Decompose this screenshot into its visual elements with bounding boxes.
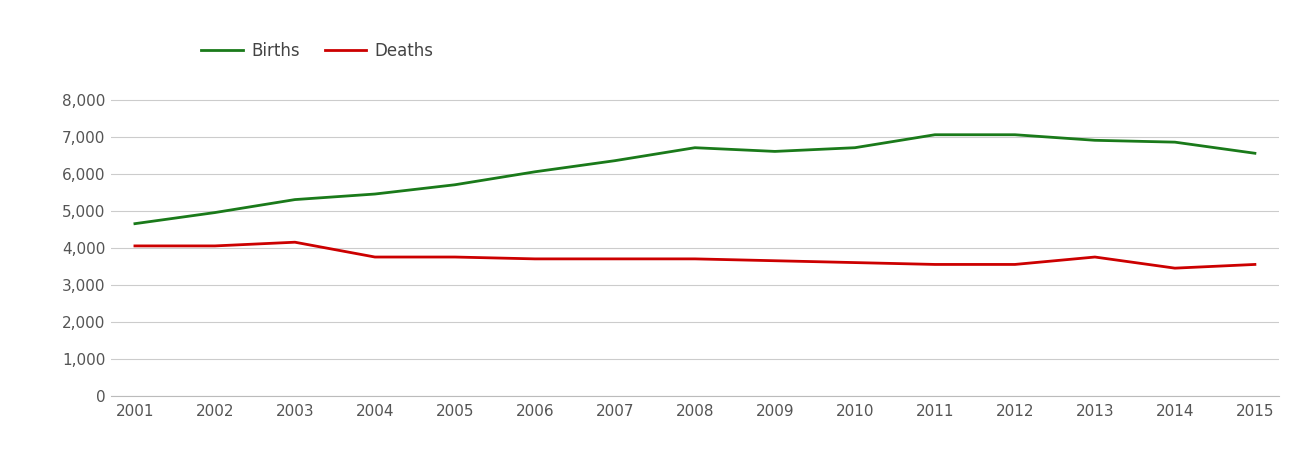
Deaths: [767, 258, 783, 263]
Deaths: [1167, 266, 1182, 271]
Deaths: [207, 243, 223, 248]
Births: [1167, 140, 1182, 145]
Births: [1087, 138, 1103, 143]
Deaths: [1087, 254, 1103, 260]
Deaths: [1007, 262, 1023, 267]
Line: Births: Births: [134, 135, 1255, 224]
Births: [448, 182, 463, 188]
Deaths: [847, 260, 863, 265]
Deaths: [927, 262, 942, 267]
Births: [367, 191, 382, 197]
Deaths: [367, 254, 382, 260]
Line: Deaths: Deaths: [134, 242, 1255, 268]
Deaths: [127, 243, 142, 248]
Deaths: [448, 254, 463, 260]
Births: [207, 210, 223, 215]
Births: [1007, 132, 1023, 137]
Births: [1248, 151, 1263, 156]
Births: [686, 145, 702, 150]
Births: [927, 132, 942, 137]
Deaths: [1248, 262, 1263, 267]
Deaths: [607, 256, 622, 261]
Legend: Births, Deaths: Births, Deaths: [201, 42, 433, 60]
Deaths: [686, 256, 702, 261]
Births: [287, 197, 303, 202]
Deaths: [527, 256, 543, 261]
Births: [607, 158, 622, 163]
Deaths: [287, 239, 303, 245]
Births: [847, 145, 863, 150]
Births: [767, 148, 783, 154]
Births: [127, 221, 142, 226]
Births: [527, 169, 543, 175]
